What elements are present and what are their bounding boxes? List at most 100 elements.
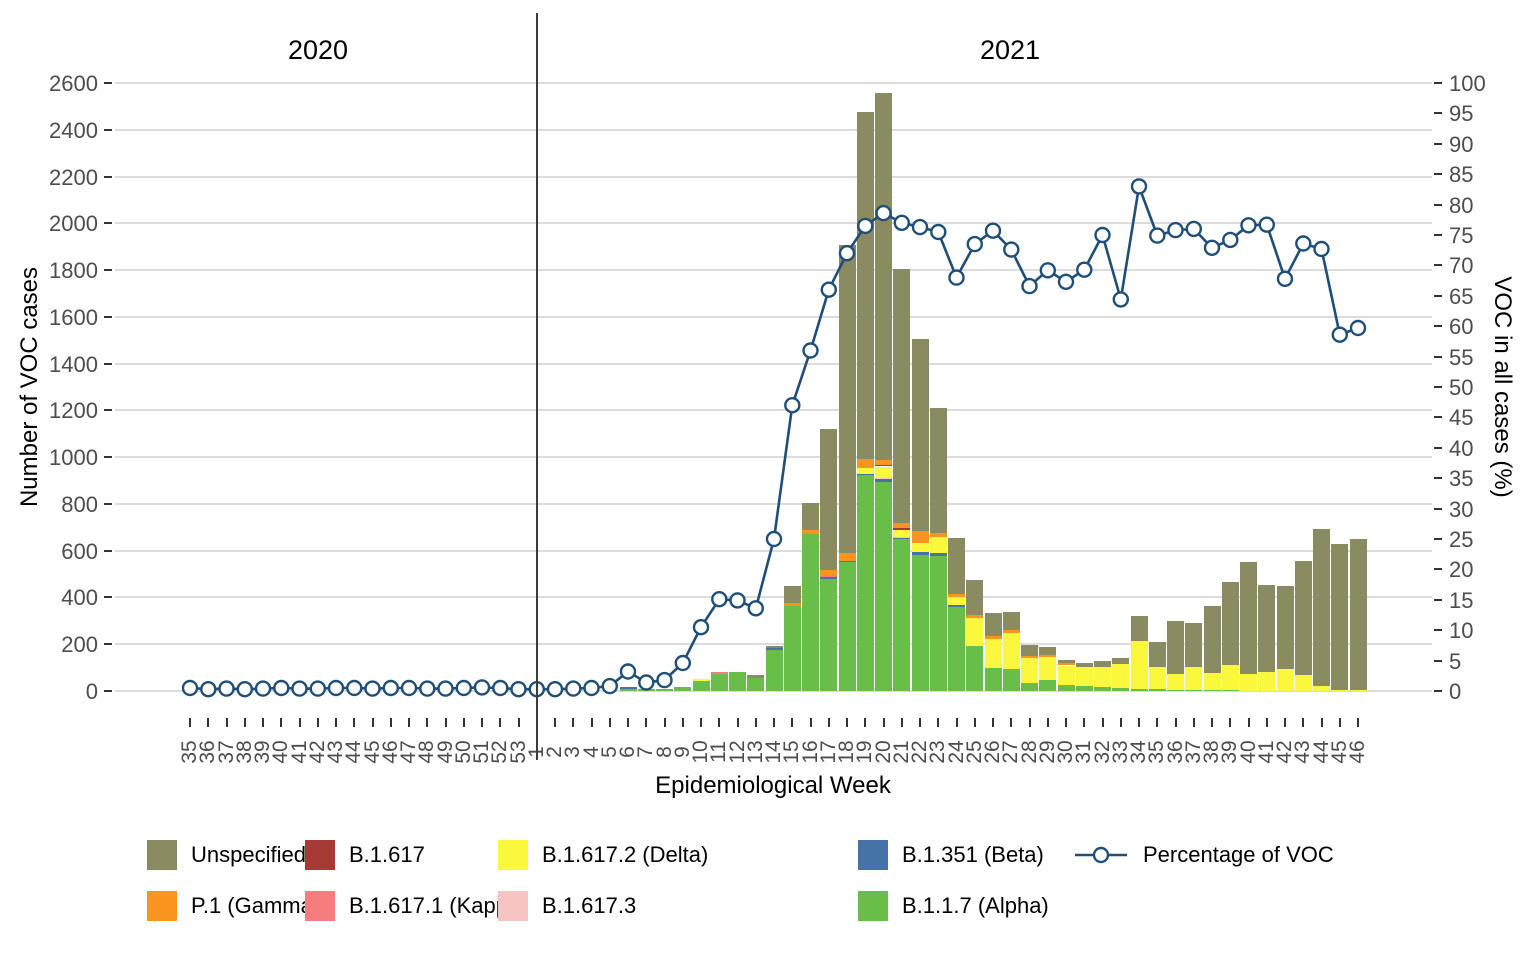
y-left-tick-400 — [104, 596, 112, 599]
y-left-tick-2000 — [104, 222, 112, 225]
y-right-tick-10 — [1434, 629, 1442, 632]
y-left-tick-label-600: 600 — [61, 538, 98, 564]
gridline-y2400 — [115, 128, 1432, 131]
x-tick-week-44-62 — [1320, 718, 1323, 727]
x-tick-week-37-55 — [1192, 718, 1195, 727]
legend-label-b-1-617: B.1.617 — [349, 842, 425, 867]
x-tick-week-25-43 — [973, 718, 976, 727]
y-right-tick-20 — [1434, 568, 1442, 571]
x-tick-week-6-24 — [627, 718, 629, 727]
x-tick-week-17-35 — [827, 718, 830, 727]
y-left-tick-2400 — [104, 128, 112, 131]
y-left-tick-label-1200: 1200 — [49, 398, 98, 424]
x-tick-week-51-16 — [481, 718, 483, 727]
y-right-tick-40 — [1434, 446, 1442, 449]
y-right-tick-label-95: 95 — [1449, 101, 1474, 127]
x-axis-title: Epidemiological Week — [655, 772, 891, 799]
legend-label-b-1-617-1-kappa: B.1.617.1 (Kappa) — [349, 893, 528, 918]
x-tick-week-43-61 — [1302, 718, 1305, 727]
x-tick-week-50-15 — [462, 718, 465, 727]
x-tick-week-48-13 — [426, 718, 429, 727]
facet-label-2020: 2020 — [287, 35, 349, 65]
y-right-tick-label-30: 30 — [1449, 496, 1474, 522]
y-left-tick-label-2600: 2600 — [49, 71, 98, 96]
x-tick-week-49-14 — [444, 718, 447, 727]
x-tick-week-40-5 — [280, 718, 283, 727]
legend-swatch-b-1-617-3 — [498, 891, 528, 921]
x-tick-week-16-34 — [809, 718, 812, 727]
x-tick-week-32-50 — [1101, 718, 1104, 727]
legend-swatch-b-1-617-1-kappa — [305, 891, 335, 921]
y-left-tick-label-200: 200 — [61, 632, 98, 658]
x-tick-week-20-38 — [882, 718, 885, 727]
y-left-tick-label-1000: 1000 — [49, 445, 98, 471]
y-left-tick-0 — [104, 690, 112, 692]
x-tick-week-15-33 — [791, 718, 794, 727]
y-left-tick-1200 — [104, 409, 112, 412]
x-tick-week-31-49 — [1083, 718, 1086, 727]
x-tick-week-22-40 — [919, 718, 921, 727]
y-left-tick-1800 — [104, 269, 112, 272]
x-tick-week-37-2 — [225, 718, 228, 727]
x-tick-week-4-22 — [590, 718, 593, 727]
y-right-tick-90 — [1434, 142, 1442, 145]
y-left-tick-1600 — [104, 315, 112, 318]
bar-37-b-1-1-7-alpha- — [1185, 690, 1203, 692]
y-right-tick-label-100: 100 — [1449, 71, 1486, 96]
y-right-tick-label-10: 10 — [1449, 618, 1474, 644]
y-right-tick-95 — [1434, 112, 1442, 115]
x-tick-week-39-57 — [1229, 718, 1232, 727]
y-left-tick-2600 — [104, 82, 112, 84]
legend-swatch-unspecified — [147, 840, 177, 870]
y-left-tick-label-2000: 2000 — [49, 211, 98, 237]
x-tick-week-21-39 — [900, 718, 903, 727]
x-tick-week-7-25 — [645, 718, 648, 727]
x-tick-week-35-53 — [1156, 718, 1159, 727]
x-tick-week-24-42 — [955, 718, 958, 727]
y-right-tick-label-65: 65 — [1449, 283, 1474, 309]
y-left-tick-label-2400: 2400 — [49, 117, 98, 143]
y-right-tick-label-85: 85 — [1449, 162, 1474, 188]
legend-label-b-1-1-7-alpha: B.1.1.7 (Alpha) — [902, 893, 1049, 918]
y-right-tick-label-70: 70 — [1449, 253, 1474, 279]
y-left-tick-label-1600: 1600 — [49, 304, 98, 330]
x-tick-week-38-3 — [243, 718, 246, 727]
x-tick-week-38-56 — [1211, 718, 1213, 727]
legend-swatch-b-1-617-2-delta — [498, 840, 528, 870]
legend-label-b-1-617-3: B.1.617.3 — [542, 893, 637, 918]
x-tick-week-10-28 — [700, 718, 702, 727]
legend-label-unspecified: Unspecified — [191, 842, 306, 867]
legend-swatch-p-1-gamma — [147, 891, 177, 921]
x-tick-week-26-44 — [992, 718, 994, 727]
x-tick-week-11-29 — [718, 718, 721, 727]
x-tick-week-30-48 — [1065, 718, 1067, 727]
facet-label-2021: 2021 — [979, 35, 1041, 65]
year-divider-line — [536, 13, 538, 760]
y-left-tick-label-800: 800 — [61, 491, 98, 517]
legend-line-symbol — [1073, 840, 1129, 870]
y-right-tick-label-20: 20 — [1449, 557, 1474, 583]
y-right-tick-label-90: 90 — [1449, 131, 1474, 157]
y-left-tick-800 — [104, 502, 112, 505]
y-left-tick-1400 — [104, 362, 112, 365]
x-tick-week-36-1 — [207, 718, 210, 727]
x-tick-week-27-45 — [1010, 718, 1013, 727]
y-right-tick-label-75: 75 — [1449, 223, 1474, 248]
x-tick-week-52-17 — [499, 718, 502, 727]
y-right-tick-80 — [1434, 203, 1442, 206]
x-tick-week-43-8 — [335, 718, 337, 727]
x-tick-week-12-30 — [736, 718, 739, 727]
x-tick-week-41-6 — [298, 718, 301, 727]
x-tick-week-5-23 — [608, 718, 611, 727]
y-right-tick-label-50: 50 — [1449, 375, 1474, 400]
y-left-tick-200 — [104, 643, 112, 646]
x-tick-week-41-59 — [1265, 718, 1268, 727]
y-right-tick-25 — [1434, 538, 1442, 540]
x-tick-week-23-41 — [937, 718, 940, 727]
legend-swatch-b-1-617 — [305, 840, 335, 870]
x-tick-week-14-32 — [773, 718, 775, 727]
gridline-y2200 — [115, 175, 1432, 178]
y-right-tick-label-60: 60 — [1449, 314, 1474, 340]
